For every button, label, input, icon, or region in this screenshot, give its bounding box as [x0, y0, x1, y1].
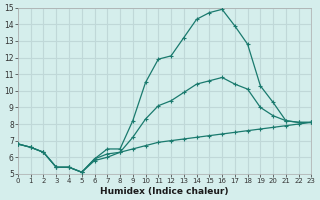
X-axis label: Humidex (Indice chaleur): Humidex (Indice chaleur) — [100, 187, 229, 196]
